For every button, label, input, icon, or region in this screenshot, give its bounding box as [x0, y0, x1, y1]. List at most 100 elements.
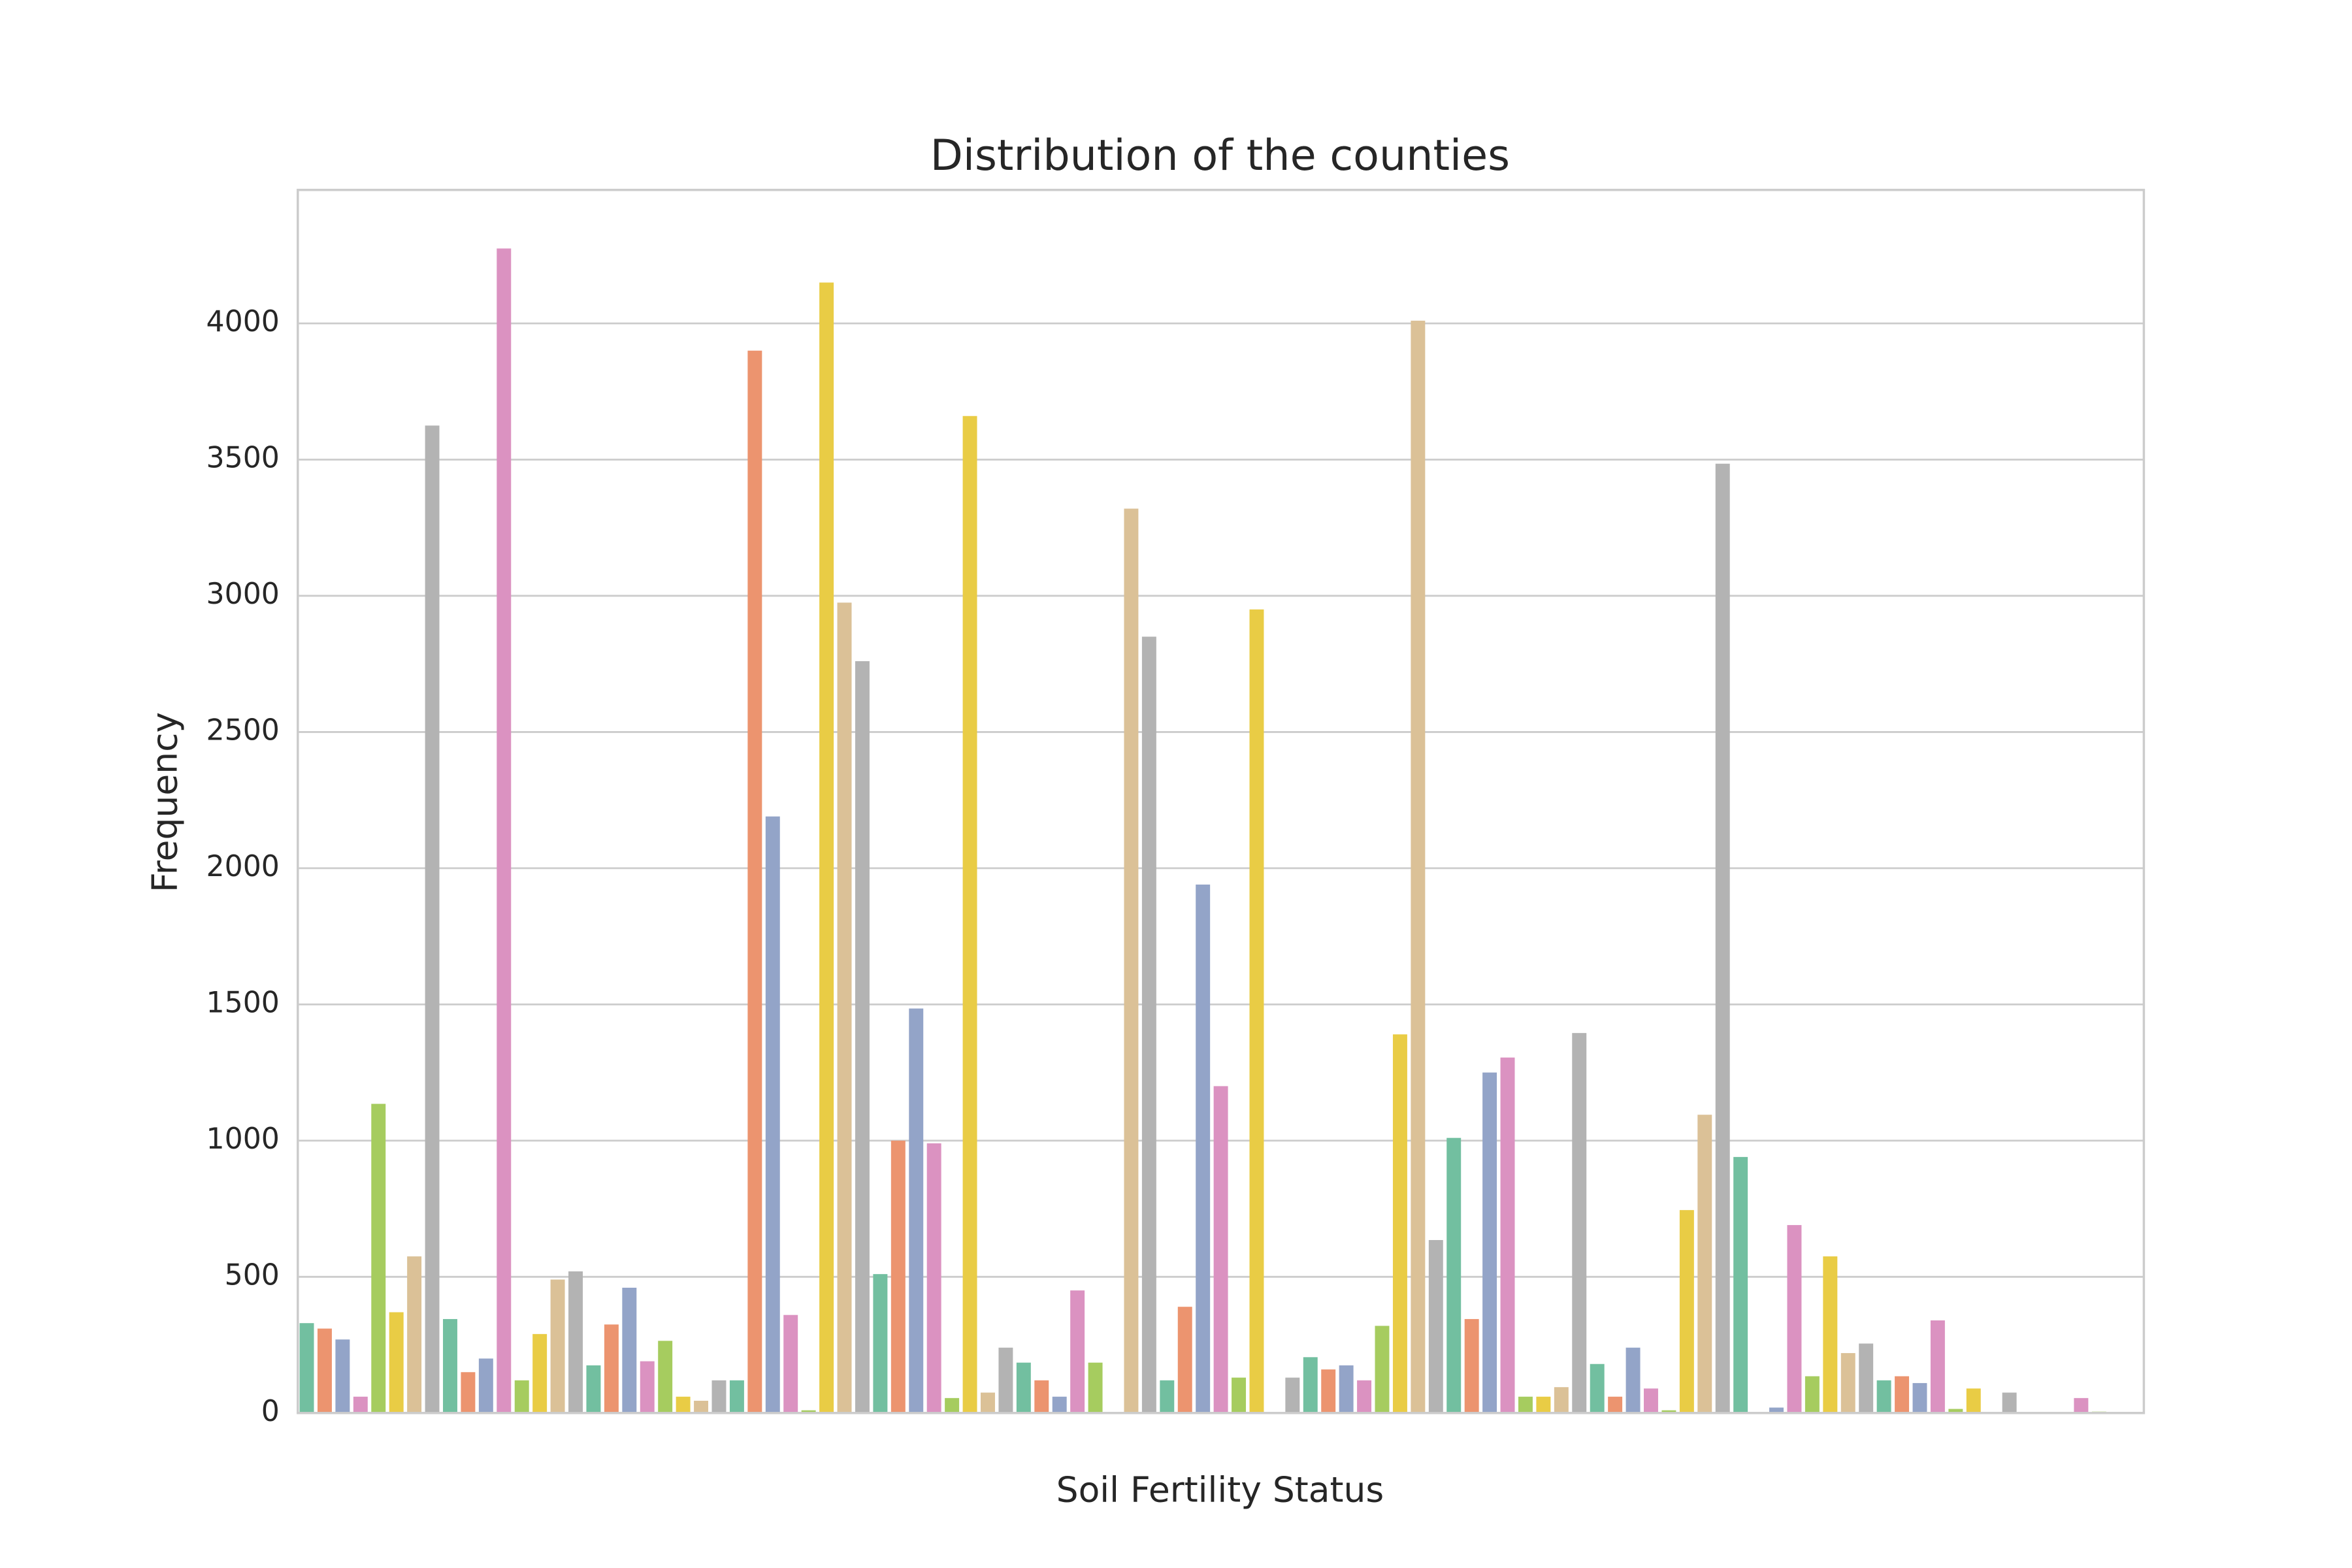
bar: [1070, 1290, 1085, 1413]
bar: [1500, 1057, 1515, 1413]
bar: [1536, 1396, 1551, 1413]
bar: [1769, 1407, 1784, 1413]
bar: [1285, 1377, 1300, 1413]
bar: [1177, 1307, 1192, 1413]
bar: [2074, 1397, 2089, 1413]
bar: [640, 1361, 655, 1413]
y-tick-label: 1000: [206, 1122, 279, 1156]
bar: [1303, 1357, 1318, 1413]
bar: [1339, 1365, 1354, 1413]
bar: [1876, 1380, 1891, 1413]
bar: [568, 1271, 583, 1413]
bar: [1052, 1396, 1067, 1413]
y-tick-label: 2500: [206, 713, 279, 747]
bar: [443, 1318, 457, 1413]
y-tick-label: 3500: [206, 441, 279, 474]
bar: [1697, 1115, 1712, 1413]
bar: [1213, 1086, 1228, 1413]
bar: [371, 1103, 386, 1413]
bar: [855, 661, 870, 1413]
y-tick-label: 0: [261, 1395, 280, 1428]
bar: [1733, 1156, 1748, 1413]
bar: [1160, 1380, 1175, 1413]
bar: [2002, 1392, 2017, 1413]
bar: [1088, 1362, 1103, 1413]
bar: [335, 1339, 350, 1413]
bar: [837, 602, 852, 1413]
bar: [783, 1315, 798, 1413]
bar: [1895, 1376, 1910, 1413]
bar: [425, 425, 440, 1413]
bar: [729, 1380, 744, 1413]
bar: [1141, 636, 1156, 1413]
bar: [1446, 1137, 1462, 1413]
y-tick-label: 2000: [206, 850, 279, 883]
bar: [801, 1410, 816, 1413]
bar: [389, 1312, 404, 1413]
bar: [550, 1279, 565, 1413]
bar: [1034, 1380, 1049, 1413]
bar: [1357, 1380, 1372, 1413]
bar: [317, 1328, 332, 1413]
bar: [532, 1333, 547, 1413]
bar: [1805, 1376, 1820, 1413]
bar: [1840, 1353, 1855, 1413]
bar: [711, 1380, 727, 1413]
bar: [1930, 1320, 1945, 1413]
bar: [1912, 1382, 1927, 1413]
bar: [873, 1274, 888, 1413]
bar: [1572, 1033, 1587, 1413]
bar: [1644, 1388, 1658, 1413]
bar: [586, 1365, 601, 1413]
bar: [497, 248, 512, 1413]
bar: [765, 816, 780, 1413]
bar: [604, 1324, 619, 1413]
bar: [890, 1140, 906, 1413]
y-tick-label: 4000: [206, 305, 279, 338]
bar: [514, 1380, 529, 1413]
y-tick-label: 500: [225, 1258, 280, 1292]
bar: [1679, 1210, 1694, 1413]
plot-frame: [297, 188, 2146, 1414]
bar: [1859, 1343, 1874, 1413]
bar: [1411, 320, 1426, 1413]
y-tick-label: 1500: [206, 986, 279, 1019]
bar: [926, 1143, 941, 1413]
bar: [1554, 1387, 1569, 1413]
bar: [1392, 1034, 1407, 1413]
bar: [1518, 1396, 1533, 1413]
bar: [962, 416, 977, 1413]
bar: [299, 1323, 314, 1413]
bar: [1321, 1369, 1336, 1413]
bar: [1608, 1396, 1623, 1413]
bar: [1124, 508, 1139, 1413]
bar: [981, 1392, 995, 1413]
bar: [676, 1396, 691, 1413]
x-axis-label: Soil Fertility Status: [1056, 1469, 1384, 1510]
bar: [1482, 1072, 1497, 1413]
bar: [819, 282, 834, 1413]
bar: [461, 1372, 476, 1413]
bar: [1823, 1256, 1838, 1413]
bar: [353, 1396, 368, 1413]
bar: [1464, 1318, 1479, 1413]
y-tick-label: 3000: [206, 578, 279, 611]
bar: [998, 1347, 1013, 1413]
y-axis-label: Frequency: [144, 712, 185, 892]
bar: [407, 1256, 422, 1413]
bar: [622, 1287, 637, 1413]
bar: [1016, 1362, 1031, 1413]
bar: [1661, 1410, 1676, 1413]
bar: [478, 1358, 493, 1413]
bar: [694, 1401, 709, 1413]
bar: [747, 350, 762, 1413]
bar: [1787, 1225, 1802, 1413]
bar: [1196, 884, 1211, 1413]
bar: [1948, 1409, 1963, 1413]
bar: [945, 1397, 960, 1413]
bar: [1375, 1326, 1390, 1413]
bar: [1232, 1377, 1247, 1413]
bar: [1625, 1347, 1641, 1413]
